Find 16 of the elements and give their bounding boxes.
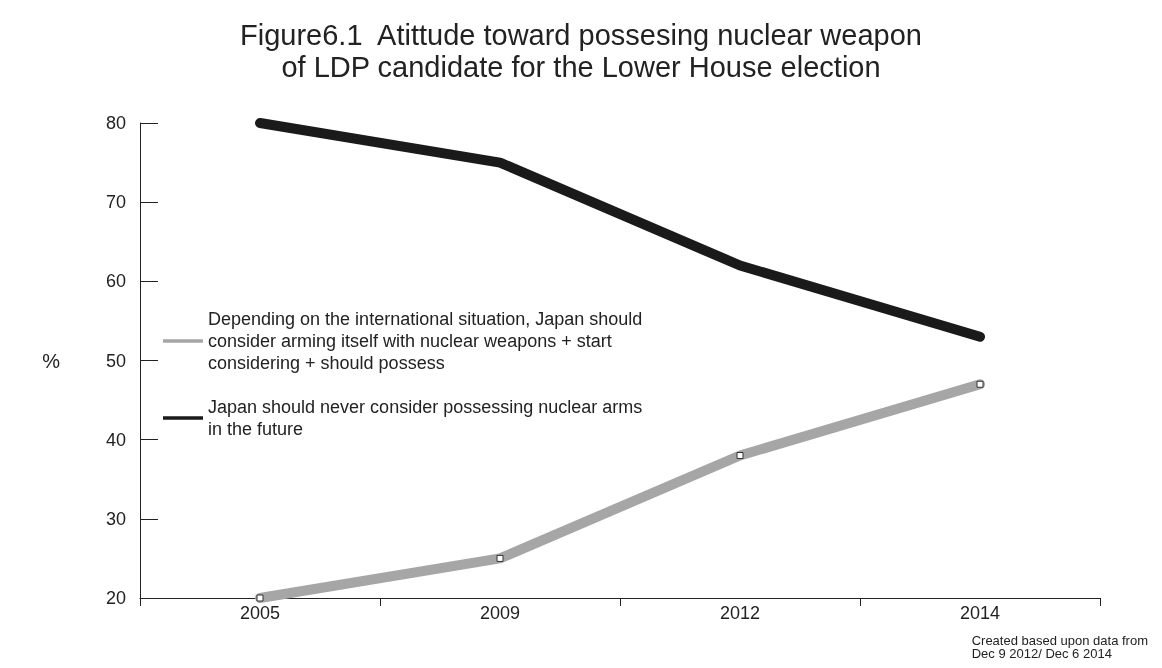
x-tick-label: 2012: [719, 603, 761, 623]
y-tick-label: 20: [105, 588, 126, 608]
legend-label: Japan should never consider possessing nuclear arms in the future: [208, 397, 648, 439]
y-tick-label: 80: [105, 113, 126, 133]
y-tick-label: 40: [105, 429, 126, 450]
text: Created based upon data from Dec 9 2012/ Dec 6 2014: [971, 633, 1149, 661]
chart-title: Figure6.1 Atittude toward possesing nuclear weapon of LDP candidate for the Lower House election: [240, 19, 922, 83]
y-tick-label: 30: [105, 508, 126, 529]
x-tick-label: 2009: [479, 603, 521, 623]
y-tick-label: 60: [105, 271, 126, 292]
x-tick-label: 2014: [959, 603, 1001, 623]
y-axis-title: %: [42, 349, 61, 372]
y-tick-label: 50: [105, 350, 126, 371]
x-tick-label: 2005: [239, 603, 281, 623]
legend-label: Depending on the international situation, Japan should consider arming itself with nuclear weapons + start considering + should possess: [208, 309, 648, 373]
y-tick-label: 70: [105, 192, 126, 213]
